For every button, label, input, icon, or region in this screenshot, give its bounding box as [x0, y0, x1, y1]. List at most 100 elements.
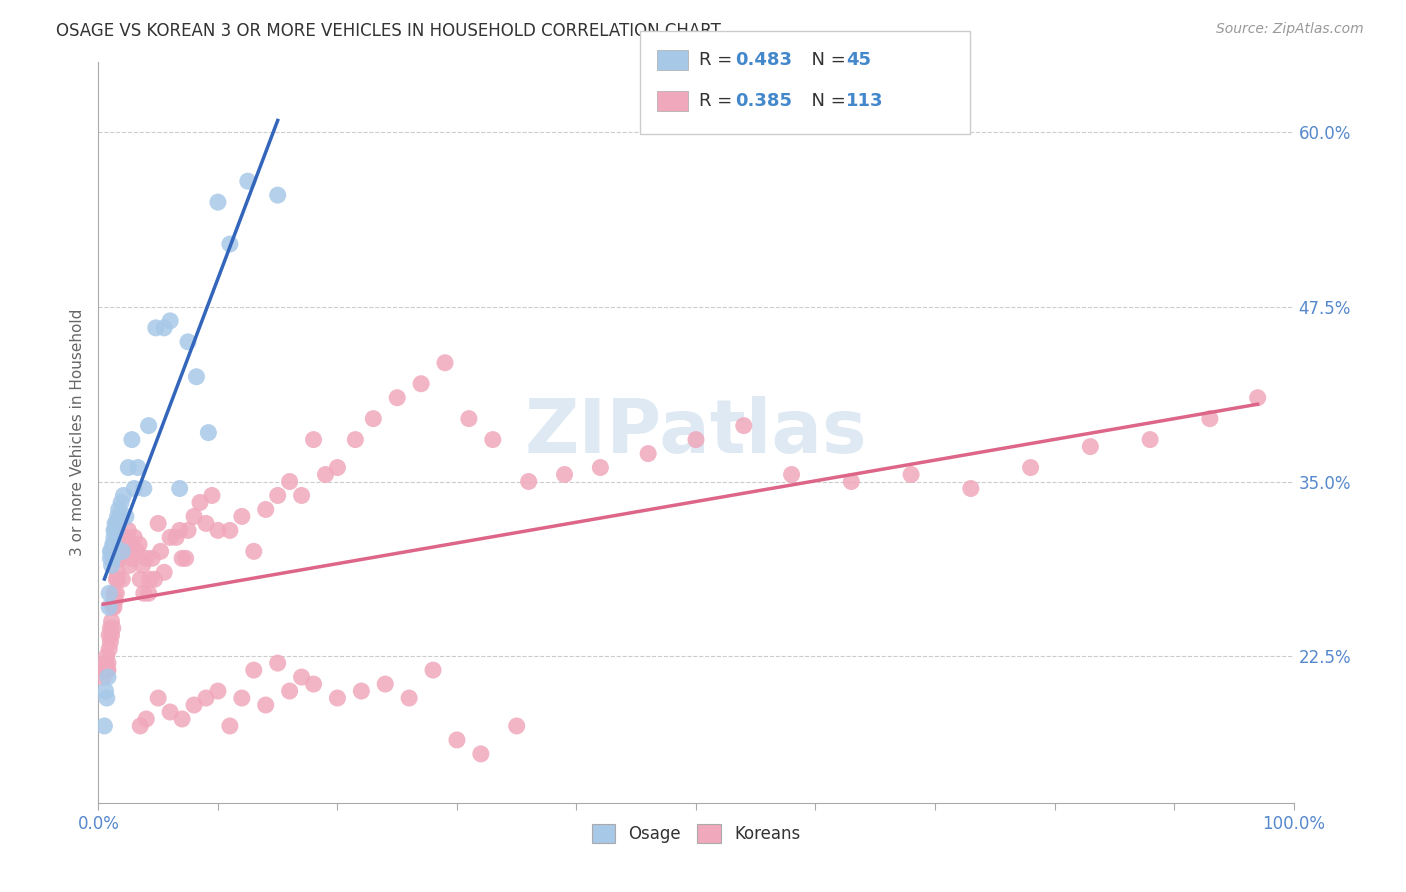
Point	[385, 391, 409, 405]
Point	[243, 544, 266, 558]
Point	[172, 712, 194, 726]
Point	[148, 691, 170, 706]
Point	[110, 495, 132, 509]
Point	[112, 544, 135, 558]
Point	[107, 551, 129, 566]
Point	[108, 551, 131, 566]
Point	[302, 677, 325, 691]
Text: 45: 45	[846, 51, 872, 69]
Point	[96, 649, 118, 664]
Point	[398, 691, 420, 706]
Point	[186, 369, 208, 384]
Point	[350, 684, 373, 698]
Point	[101, 621, 124, 635]
Text: ZIPatlas: ZIPatlas	[524, 396, 868, 469]
Point	[105, 572, 128, 586]
Text: R =: R =	[699, 92, 738, 110]
Text: 0.385: 0.385	[735, 92, 793, 110]
Point	[103, 524, 125, 538]
Point	[481, 433, 505, 447]
Point	[254, 502, 277, 516]
Point	[135, 712, 157, 726]
Point	[98, 586, 121, 600]
Point	[131, 558, 153, 573]
Point	[517, 475, 540, 489]
Point	[145, 321, 167, 335]
Point	[127, 460, 149, 475]
Point	[207, 684, 229, 698]
Point	[118, 558, 141, 573]
Point	[112, 488, 135, 502]
Point	[104, 524, 127, 538]
Point	[183, 509, 205, 524]
Text: Source: ZipAtlas.com: Source: ZipAtlas.com	[1216, 22, 1364, 37]
Point	[172, 551, 194, 566]
Point	[149, 544, 172, 558]
Point	[115, 509, 138, 524]
Point	[104, 516, 127, 531]
Point	[267, 488, 290, 502]
Point	[458, 411, 481, 425]
Point	[103, 537, 125, 551]
Point	[267, 656, 290, 670]
Point	[98, 635, 122, 649]
Point	[129, 572, 152, 586]
Point	[107, 516, 129, 531]
Point	[841, 475, 863, 489]
Point	[115, 530, 138, 544]
Point	[125, 544, 148, 558]
Point	[101, 537, 124, 551]
Point	[117, 524, 139, 538]
Point	[96, 663, 118, 677]
Point	[103, 586, 125, 600]
Point	[326, 460, 349, 475]
Point	[219, 237, 242, 252]
Point	[291, 670, 314, 684]
Point	[97, 663, 120, 677]
Point	[326, 691, 349, 706]
Point	[315, 467, 337, 482]
Point	[344, 433, 367, 447]
Point	[291, 488, 314, 502]
Point	[93, 719, 115, 733]
Point	[243, 663, 266, 677]
Point	[132, 482, 155, 496]
Point	[96, 691, 118, 706]
Point	[101, 551, 124, 566]
Point	[138, 586, 160, 600]
Point	[98, 600, 121, 615]
Y-axis label: 3 or more Vehicles in Household: 3 or more Vehicles in Household	[69, 309, 84, 557]
Point	[107, 566, 129, 580]
Point	[267, 188, 290, 202]
Point	[105, 586, 128, 600]
Point	[107, 516, 129, 531]
Point	[153, 566, 176, 580]
Point	[188, 495, 211, 509]
Point	[117, 460, 139, 475]
Point	[1019, 460, 1042, 475]
Text: N =: N =	[800, 92, 852, 110]
Point	[120, 537, 142, 551]
Text: 0.483: 0.483	[735, 51, 793, 69]
Point	[446, 733, 468, 747]
Point	[141, 551, 163, 566]
Point	[197, 425, 219, 440]
Point	[100, 614, 122, 628]
Point	[231, 691, 253, 706]
Point	[177, 524, 200, 538]
Point	[159, 705, 181, 719]
Point	[434, 356, 457, 370]
Point	[105, 516, 128, 531]
Point	[124, 482, 146, 496]
Point	[231, 509, 253, 524]
Point	[129, 719, 152, 733]
Point	[554, 467, 576, 482]
Text: R =: R =	[699, 51, 738, 69]
Point	[97, 670, 120, 684]
Point	[115, 537, 138, 551]
Text: 113: 113	[846, 92, 884, 110]
Point	[108, 509, 131, 524]
Point	[100, 558, 122, 573]
Point	[374, 677, 396, 691]
Point	[1199, 411, 1222, 425]
